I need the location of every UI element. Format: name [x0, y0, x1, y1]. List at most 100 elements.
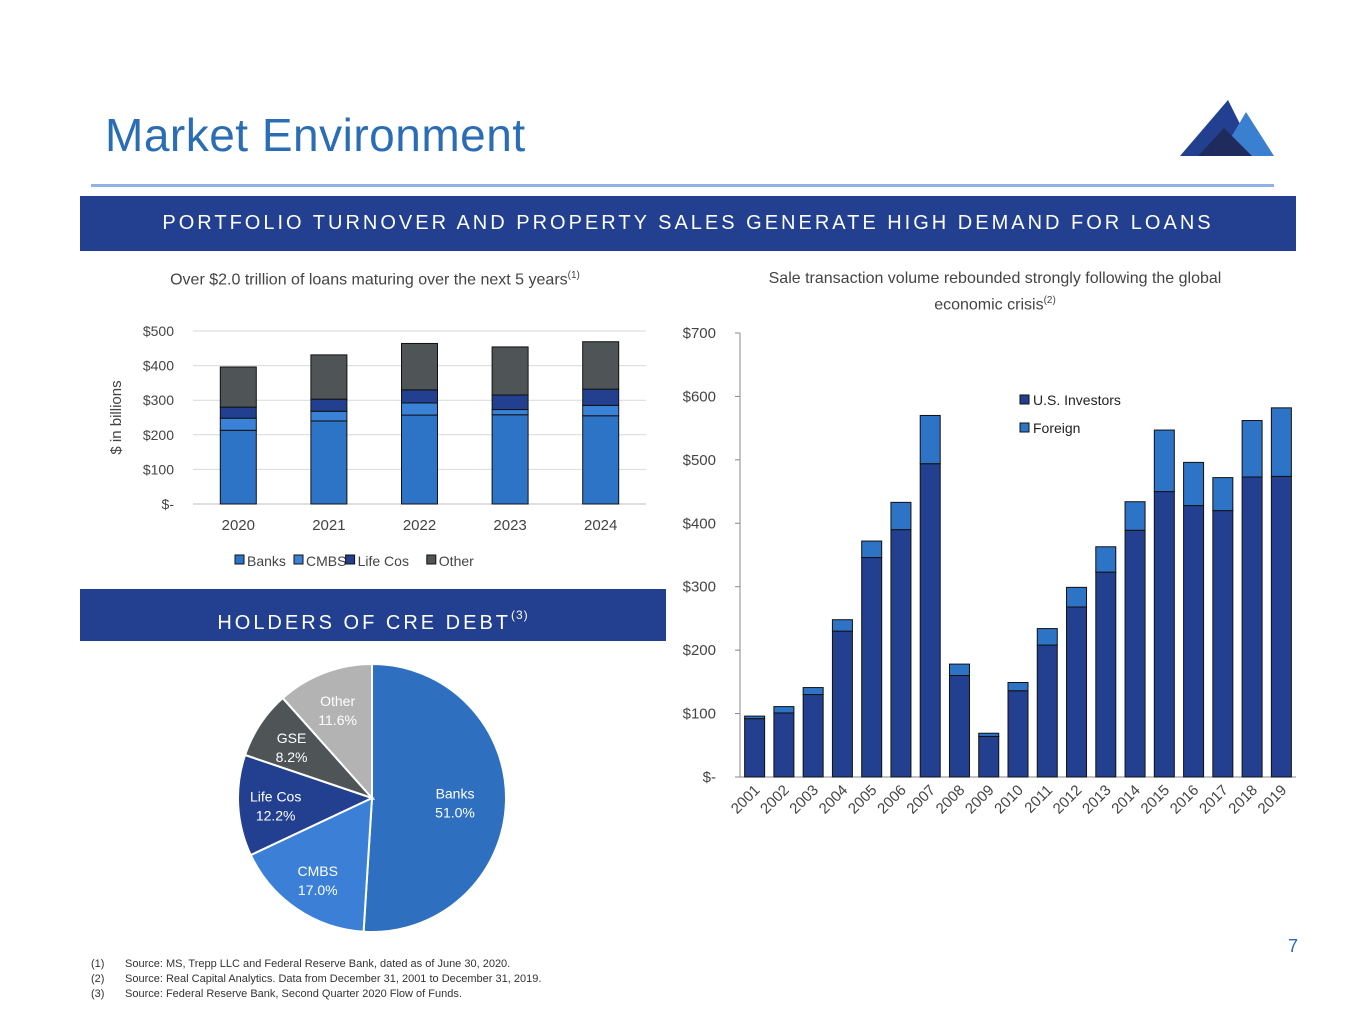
- bar-segment-foreign: [744, 715, 766, 720]
- bar-segment-life-cos: [310, 398, 348, 412]
- pie-label: GSE: [277, 730, 307, 746]
- holders-banner-text: HOLDERS OF CRE DEBT: [217, 612, 512, 634]
- legend-swatch: [426, 554, 437, 565]
- x-tick-label: 2013: [1079, 782, 1115, 818]
- pie-label: CMBS: [298, 863, 338, 879]
- pie-value-label: 17.0%: [298, 882, 338, 898]
- bar-segment-cmbs: [219, 417, 257, 431]
- y-tick-label: $400: [143, 358, 174, 374]
- pie-label: Life Cos: [250, 788, 301, 804]
- legend-label: Banks: [247, 553, 286, 569]
- bar-segment-banks: [491, 414, 529, 505]
- left-chart-subtitle: Over $2.0 trillion of loans maturing ove…: [160, 265, 590, 291]
- bar-segment-banks: [582, 415, 620, 505]
- bar-segment-life-cos: [582, 388, 620, 406]
- bar-segment-u-s-investors: [1212, 510, 1234, 778]
- mountain-logo-icon: [1180, 100, 1274, 156]
- legend-swatch: [293, 554, 304, 565]
- right-chart-subtitle: Sale transaction volume rebounded strong…: [740, 268, 1250, 316]
- pie-slice-banks: [362, 662, 507, 933]
- bar-segment-foreign: [1153, 429, 1175, 493]
- bar-segment-cmbs: [310, 410, 348, 422]
- pie-label: Banks: [436, 786, 475, 802]
- y-tick-label: $-: [162, 496, 175, 512]
- bar-segment-foreign: [890, 501, 912, 531]
- bar-segment-foreign: [802, 687, 824, 696]
- y-tick-label: $300: [683, 579, 716, 596]
- y-tick-label: $600: [683, 388, 716, 405]
- bar-segment-cmbs: [582, 404, 620, 417]
- legend-swatch: [1019, 422, 1030, 433]
- bar-segment-u-s-investors: [744, 718, 766, 778]
- pie-slice-other: [281, 662, 373, 801]
- y-axis-label: $ in billions: [108, 380, 125, 454]
- x-tick-label: 2011: [1021, 782, 1056, 817]
- bar-segment-u-s-investors: [1241, 476, 1263, 778]
- bar-segment-life-cos: [219, 406, 257, 419]
- x-tick-label: 2022: [403, 517, 436, 534]
- pie-value-label: 51.0%: [435, 805, 475, 821]
- bar-segment-u-s-investors: [1007, 690, 1029, 778]
- bar-segment-banks: [219, 429, 257, 505]
- right-chart-subtitle-footnote: (2): [1043, 295, 1056, 306]
- x-tick-label: 2006: [874, 782, 910, 818]
- bar-segment-u-s-investors: [978, 735, 1000, 778]
- pie-value-label: 11.6%: [318, 712, 357, 728]
- bar-segment-u-s-investors: [919, 463, 941, 778]
- footnote-number: (3): [91, 988, 105, 1000]
- pie-label: Other: [320, 693, 355, 709]
- right-chart-subtitle-text: Sale transaction volume rebounded strong…: [768, 270, 1222, 314]
- x-tick-label: 2014: [1108, 782, 1144, 818]
- x-tick-label: 2020: [222, 517, 255, 534]
- x-tick-label: 2023: [493, 517, 526, 534]
- bar-segment-u-s-investors: [1183, 505, 1205, 778]
- bar-segment-other: [219, 366, 257, 408]
- x-tick-label: 2008: [933, 782, 969, 818]
- left-chart-subtitle-footnote: (1): [567, 270, 580, 281]
- legend-swatch: [345, 554, 356, 565]
- footnote-text: Source: Federal Reserve Bank, Second Qua…: [125, 988, 462, 1000]
- pie-value-label: 12.2%: [256, 807, 296, 823]
- x-tick-label: 2001: [728, 782, 764, 818]
- holders-pie-chart: Banks 51.0% CMBS 17.0% Life Cos 12.2% GSE 8.2% O…: [237, 662, 507, 933]
- bar-segment-foreign: [948, 663, 970, 677]
- bar-segment-u-s-investors: [773, 712, 795, 778]
- bar-segment-foreign: [831, 619, 853, 632]
- bar-segment-cmbs: [491, 409, 529, 416]
- bar-segment-u-s-investors: [1036, 644, 1058, 778]
- x-tick-label: 2002: [757, 782, 793, 818]
- x-tick-label: 2005: [845, 782, 881, 818]
- x-tick-label: 2003: [786, 782, 822, 818]
- footnote: (3) Source: Federal Reserve Bank, Second …: [91, 988, 462, 1000]
- pie-value-label: 8.2%: [276, 749, 308, 765]
- x-tick-label: 2010: [991, 782, 1027, 818]
- y-tick-label: $-: [703, 769, 716, 786]
- footnote-number: (1): [91, 958, 105, 970]
- y-tick-label: $300: [143, 392, 174, 408]
- x-tick-label: 2004: [816, 782, 852, 818]
- legend-label: Other: [439, 553, 474, 569]
- maturity-bar-chart: $- $100 $200 $300 $400 $500 $ in billions 2020 2…: [108, 323, 646, 569]
- footnote-text: Source: Real Capital Analytics. Data fro…: [125, 973, 542, 985]
- bar-segment-foreign: [861, 540, 883, 559]
- y-tick-label: $200: [683, 642, 716, 659]
- x-tick-label: 2007: [903, 782, 939, 818]
- bar-segment-life-cos: [491, 394, 529, 411]
- footnote-text: Source: MS, Trepp LLC and Federal Reserv…: [125, 958, 511, 970]
- footnote: (2) Source: Real Capital Analytics. Data …: [91, 973, 541, 985]
- y-tick-label: $100: [683, 706, 716, 723]
- bar-segment-banks: [310, 420, 348, 505]
- left-chart-subtitle-text: Over $2.0 trillion of loans maturing ove…: [170, 271, 568, 289]
- bar-segment-other: [491, 346, 529, 396]
- section-banner: PORTFOLIO TURNOVER AND PROPERTY SALES GE…: [80, 196, 1296, 251]
- bar-segment-cmbs: [401, 402, 438, 416]
- bar-segment-u-s-investors: [890, 529, 912, 778]
- bar-segment-foreign: [1036, 628, 1058, 646]
- footnote-number: (2): [91, 973, 105, 985]
- bar-segment-u-s-investors: [1095, 571, 1117, 778]
- bar-segment-foreign: [773, 706, 795, 714]
- bar-segment-u-s-investors: [1270, 475, 1292, 778]
- legend-label: Life Cos: [358, 553, 409, 569]
- page-title: Market Environment: [105, 109, 526, 161]
- y-tick-label: $100: [143, 461, 174, 477]
